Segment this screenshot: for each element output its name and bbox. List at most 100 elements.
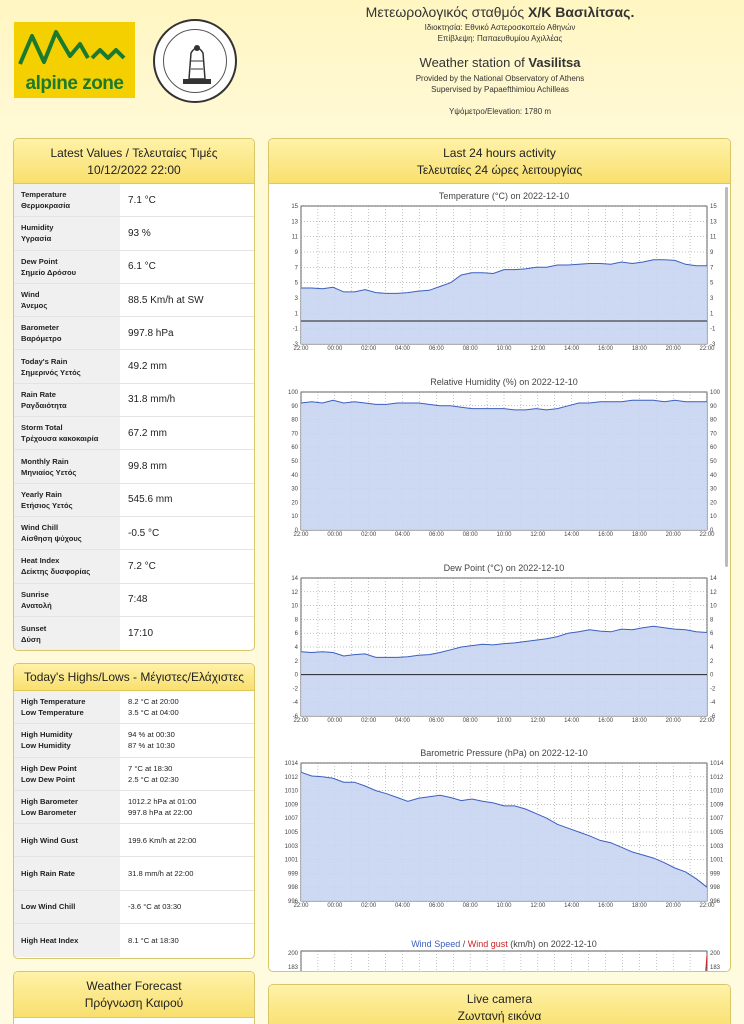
row-label: Rain Rate Ραγδαιότητα	[14, 383, 120, 417]
x-tick-label: 04:00	[395, 532, 411, 538]
x-tick-label: 06:00	[429, 532, 445, 538]
table-row: High Barometer Low Barometer 1012.2 hPa at…	[14, 790, 254, 825]
value-high: 8.1 °C at 18:30	[128, 936, 179, 946]
elevation-text: Υψόμετρο/Elevation: 1780 m	[448, 107, 552, 116]
y-tick-label: 5	[295, 281, 299, 287]
y-tick-label-right: 13	[710, 219, 717, 225]
row-value: -0.5 °C	[128, 527, 160, 539]
y-tick-label: 60	[291, 445, 298, 451]
y-tick-label-right: -6	[710, 714, 716, 720]
x-tick-label: 22:00	[699, 532, 715, 538]
y-tick-label: 70	[291, 431, 298, 437]
y-tick-label-right: 1007	[710, 816, 724, 822]
y-tick-label: 0	[295, 528, 299, 534]
y-tick-label: 4	[295, 645, 299, 651]
label-english: Rain Rate	[21, 389, 57, 399]
table-row: Low Wind Chill -3.6 °C at 03:30	[14, 890, 254, 925]
x-tick-label: 14:00	[564, 346, 580, 352]
y-tick-label-right: 996	[710, 899, 721, 905]
label-high: High Rain Rate	[21, 869, 76, 879]
chart-title: Temperature (°C) on 2022-12-10	[439, 191, 569, 201]
camera-panel: Live camera Ζωντανή εικόνα	[268, 984, 731, 1024]
y-tick-label-right: 1	[710, 311, 714, 317]
table-row: High Wind Gust 199.6 Km/h at 22:00	[14, 824, 254, 858]
wind-gust-legend: Wind gust	[468, 939, 509, 949]
row-label: Barometer Βαρόμετρο	[14, 317, 120, 350]
y-tick-label: 998	[288, 885, 299, 891]
mountain-icon	[18, 30, 126, 65]
x-tick-label: 18:00	[632, 346, 648, 352]
table-row: Barometer Βαρόμετρο 997.8 hPa	[14, 317, 254, 351]
label-greek: Αίσθηση ψύχους	[21, 534, 82, 544]
series-line	[300, 625, 708, 658]
series-line	[300, 399, 707, 411]
x-tick-label: 00:00	[327, 718, 343, 724]
x-tick-label: 04:00	[395, 903, 411, 909]
highs-lows-panel: Today's Highs/Lows - Μέγιστες/Ελάχιστες …	[13, 663, 255, 959]
label-greek: Άνεμος	[21, 301, 48, 311]
y-tick-label: 0	[295, 673, 299, 679]
label-greek: Ετήσιος Υετός	[21, 500, 73, 510]
forecast-header: Weather Forecast Πρόγνωση Καιρού	[14, 972, 254, 1018]
y-tick-label-right: 8	[710, 617, 714, 623]
x-tick-label: 16:00	[598, 718, 614, 724]
y-tick-label: 30	[291, 487, 298, 493]
y-tick-label: 1003	[285, 844, 299, 850]
y-tick-label: 1001	[285, 858, 299, 864]
row-label: Today's Rain Σημερινός Υετός	[14, 350, 120, 383]
x-tick-label: 12:00	[530, 718, 546, 724]
row-value: 88.5 Km/h at SW	[128, 294, 204, 306]
y-tick-label: 183	[288, 965, 299, 971]
y-tick-label: 1007	[285, 816, 299, 822]
y-tick-label-right: 12	[710, 590, 717, 596]
series-line	[300, 771, 708, 888]
y-tick-label-right: 15	[710, 204, 717, 210]
camera-header: Live camera Ζωντανή εικόνα	[269, 985, 730, 1024]
y-tick-label: -2	[293, 686, 299, 692]
x-tick-label: 18:00	[632, 903, 648, 909]
row-value: 93 %	[128, 227, 151, 239]
y-tick-label-right: 999	[710, 871, 721, 877]
table-row: Monthly Rain Μηνιαίος Υετός 99.8 mm	[14, 450, 254, 484]
label-english: Heat Index	[21, 556, 60, 566]
label-greek: Βαρόμετρο	[21, 334, 62, 344]
y-tick-label-right: 1001	[710, 858, 724, 864]
y-tick-label-right: 40	[710, 473, 717, 479]
table-row: Humidity Υγρασία 93 %	[14, 217, 254, 251]
value-high: 8.2 °C at 20:00	[128, 697, 179, 707]
x-tick-label: 10:00	[496, 346, 512, 352]
activity-title: Last 24 hours activity	[443, 146, 556, 160]
x-tick-label: 18:00	[632, 718, 648, 724]
table-row: Dew Point Σημείο Δρόσου 6.1 °C	[14, 250, 254, 284]
y-tick-label: 12	[291, 590, 298, 596]
table-row: High Dew Point Low Dew Point 7 °C at 18:30…	[14, 757, 254, 791]
latest-values-timestamp: 10/12/2022 22:00	[87, 163, 181, 177]
table-row: Wind Άνεμος 88.5 Km/h at SW	[14, 283, 254, 318]
station-title-english: Weather station of Vasilitsa	[419, 55, 581, 70]
row-value: 31.8 mm/h at 22:00	[120, 857, 254, 889]
y-tick-label: 90	[291, 404, 298, 410]
chart-title: Dew Point (°C) on 2022-12-10	[444, 563, 565, 573]
value-low: 2.5 °C at 02:30	[128, 774, 179, 784]
row-label: Wind Άνεμος	[14, 283, 120, 317]
x-tick-label: 12:00	[530, 346, 546, 352]
table-row: High Temperature Low Temperature 8.2 °C at…	[14, 691, 254, 725]
alpine-zone-logo[interactable]: alpine zone	[14, 22, 135, 98]
y-tick-label-right: 1003	[710, 844, 724, 850]
y-tick-label: 40	[291, 473, 298, 479]
x-tick-label: 00:00	[327, 346, 343, 352]
observatory-seal-logo[interactable]	[153, 19, 237, 103]
label-english: Storm Total	[21, 423, 63, 433]
highs-lows-header: Today's Highs/Lows - Μέγιστες/Ελάχιστες	[14, 664, 254, 691]
value-low: 3.5 °C at 04:00	[128, 708, 179, 718]
y-tick-label-right: 5	[710, 281, 714, 287]
x-tick-label: 22:00	[293, 903, 309, 909]
y-tick-label-right: -1	[710, 327, 716, 333]
x-tick-label: 12:00	[530, 532, 546, 538]
value-high: 199.6 Km/h at 22:00	[128, 835, 197, 845]
table-row: Today's Rain Σημερινός Υετός 49.2 mm	[14, 350, 254, 384]
charts-scrollbar[interactable]	[725, 187, 728, 567]
label-greek: Τρέχουσα κακοκαιρία	[21, 434, 99, 444]
x-tick-label: 20:00	[666, 903, 682, 909]
latest-values-header: Latest Values / Τελευταίες Τιμές 10/12/2…	[14, 139, 254, 184]
